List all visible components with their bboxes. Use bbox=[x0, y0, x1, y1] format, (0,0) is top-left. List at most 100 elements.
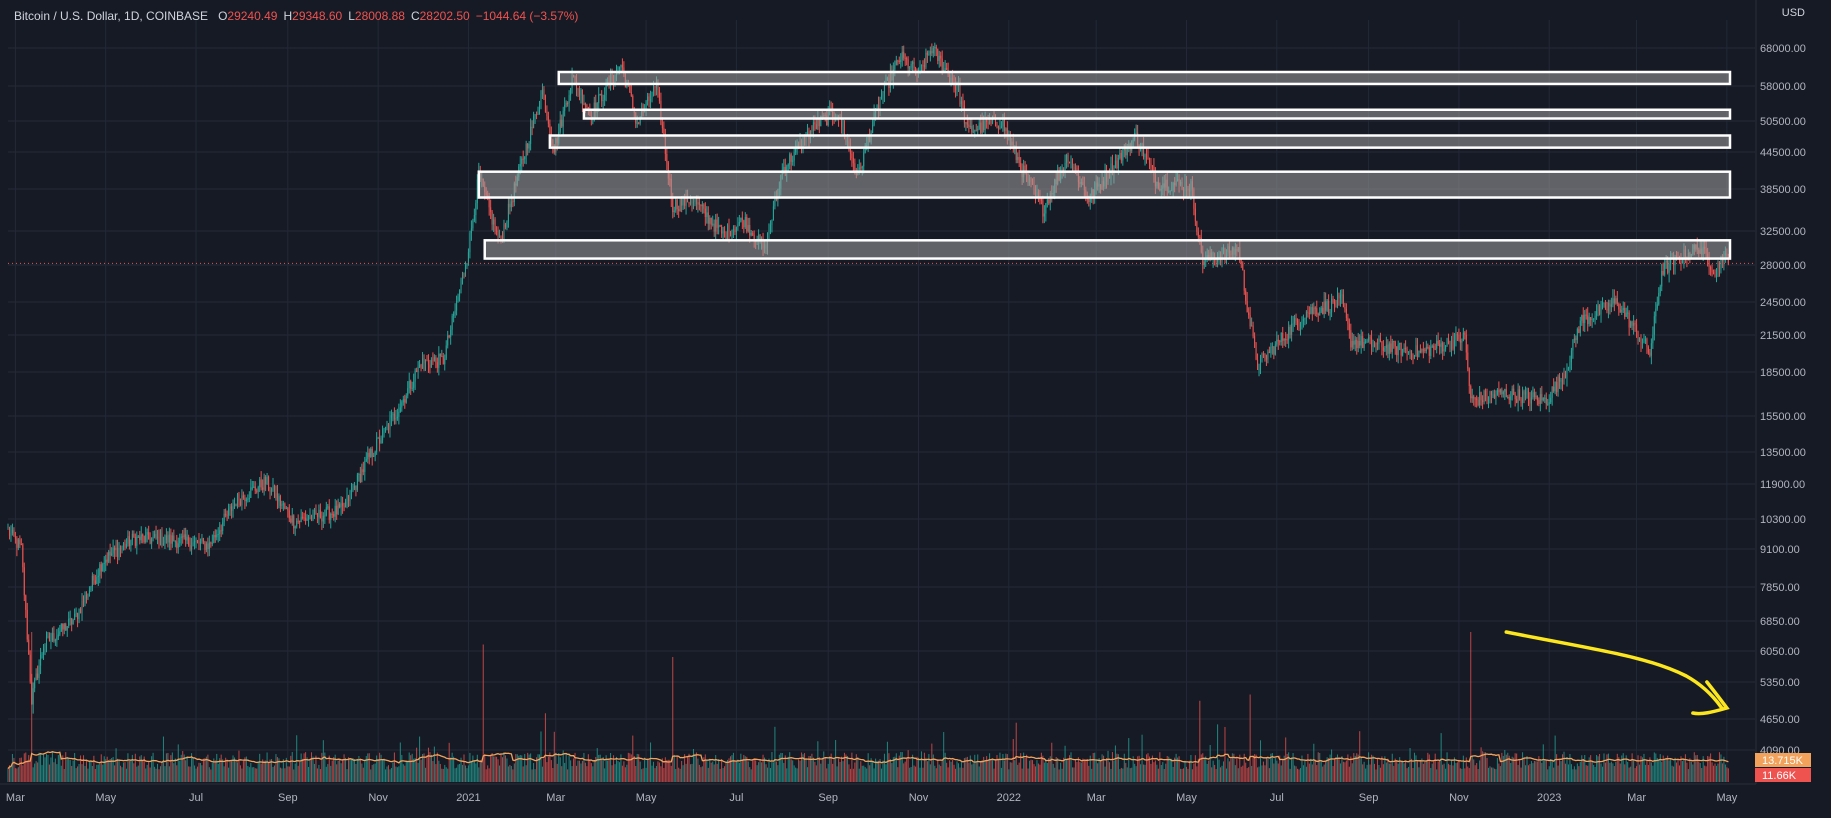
volume-bar bbox=[547, 756, 549, 782]
candle-body bbox=[721, 226, 723, 234]
candle-body bbox=[1048, 199, 1050, 204]
volume-bar bbox=[1187, 768, 1189, 782]
volume-bar bbox=[1156, 764, 1158, 782]
candle-body bbox=[447, 335, 449, 346]
candle-body bbox=[20, 544, 22, 546]
volume-bar bbox=[19, 757, 21, 782]
candle-body bbox=[540, 94, 542, 108]
volume-bar bbox=[528, 754, 530, 782]
volume-bar bbox=[999, 752, 1001, 782]
volume-bar bbox=[390, 768, 392, 782]
volume-bar bbox=[185, 760, 187, 782]
candle-body bbox=[1289, 326, 1291, 336]
volume-bar bbox=[419, 736, 421, 782]
candle-body bbox=[882, 93, 884, 97]
candle-body bbox=[1428, 347, 1430, 356]
volume-bar bbox=[225, 757, 227, 782]
candle-body bbox=[310, 516, 313, 520]
volume-bar bbox=[1120, 767, 1122, 782]
volume-bar bbox=[743, 754, 745, 782]
volume-bar bbox=[614, 764, 616, 782]
candle-body bbox=[1416, 345, 1418, 358]
time-tick-label: Mar bbox=[6, 792, 25, 804]
volume-bar bbox=[808, 755, 810, 782]
volume-bar bbox=[408, 752, 410, 782]
volume-bar bbox=[956, 761, 958, 782]
candle-body bbox=[140, 534, 142, 541]
candle-body bbox=[814, 122, 816, 125]
candle-body bbox=[704, 208, 706, 218]
volume-bar bbox=[1397, 763, 1399, 782]
volume-bar bbox=[299, 761, 301, 782]
candle-body bbox=[1317, 314, 1319, 316]
candle-body bbox=[584, 103, 586, 106]
volume-bar bbox=[432, 761, 434, 782]
currency-label: USD bbox=[1781, 7, 1805, 19]
candle-body bbox=[257, 487, 259, 492]
volume-bar bbox=[1597, 756, 1599, 782]
volume-bar bbox=[1184, 760, 1186, 782]
candle-body bbox=[359, 474, 361, 483]
volume-bar bbox=[789, 752, 791, 782]
candle-body bbox=[910, 64, 912, 68]
candle-body bbox=[559, 119, 561, 132]
candle-body bbox=[1538, 400, 1540, 404]
candle-body bbox=[337, 504, 339, 515]
volume-bar bbox=[85, 760, 87, 782]
candle-body bbox=[416, 370, 418, 372]
volume-bar bbox=[162, 736, 164, 782]
volume-bar bbox=[1504, 749, 1506, 782]
candle-body bbox=[1291, 323, 1293, 336]
candle-body bbox=[84, 594, 86, 603]
candle-body bbox=[1539, 394, 1541, 404]
candle-body bbox=[815, 124, 817, 130]
volume-bar bbox=[457, 764, 459, 782]
candle-body bbox=[1415, 345, 1417, 357]
volume-bar bbox=[1464, 768, 1466, 782]
volume-bar bbox=[925, 757, 927, 782]
volume-bar bbox=[676, 756, 678, 782]
volume-bar bbox=[610, 752, 612, 782]
candle-body bbox=[87, 593, 89, 599]
volume-bar bbox=[1027, 768, 1029, 782]
candle-body bbox=[992, 116, 994, 124]
candle-body bbox=[1002, 120, 1004, 127]
candle-body bbox=[148, 531, 150, 540]
volume-bar bbox=[1134, 763, 1136, 782]
symbol-label: Bitcoin / U.S. Dollar, 1D, COINBASE bbox=[14, 9, 209, 23]
candle-body bbox=[1464, 332, 1466, 335]
candle-body bbox=[145, 534, 147, 543]
volume-bar bbox=[1311, 764, 1313, 782]
candle-body bbox=[1550, 397, 1552, 403]
volume-bar bbox=[1338, 757, 1340, 782]
candle-body bbox=[1628, 312, 1630, 328]
volume-bar bbox=[120, 765, 122, 782]
candle-body bbox=[1559, 376, 1561, 382]
candle-body bbox=[1621, 309, 1623, 313]
candle-body bbox=[1197, 231, 1199, 237]
volume-bar bbox=[1421, 758, 1423, 782]
candle-body bbox=[463, 272, 465, 274]
candle-body bbox=[1245, 290, 1247, 302]
volume-bar bbox=[644, 757, 646, 782]
candle-body bbox=[297, 520, 299, 522]
candle-body bbox=[111, 553, 113, 556]
volume-bar bbox=[838, 758, 840, 782]
candle-body bbox=[1557, 376, 1559, 393]
candle-body bbox=[968, 124, 970, 127]
candle-body bbox=[941, 58, 943, 71]
candle-body bbox=[943, 70, 945, 72]
volume-bar bbox=[1619, 763, 1621, 782]
candle-body bbox=[448, 335, 450, 337]
volume-bar bbox=[417, 762, 419, 782]
volume-bar bbox=[205, 756, 207, 782]
volume-bar bbox=[1145, 754, 1148, 782]
volume-bar bbox=[1539, 759, 1541, 782]
candle-body bbox=[420, 364, 422, 369]
candle-body bbox=[168, 534, 170, 543]
low-label: L bbox=[348, 9, 355, 23]
candle-body bbox=[387, 424, 390, 430]
candle-body bbox=[118, 547, 120, 558]
candle-body bbox=[909, 67, 911, 69]
